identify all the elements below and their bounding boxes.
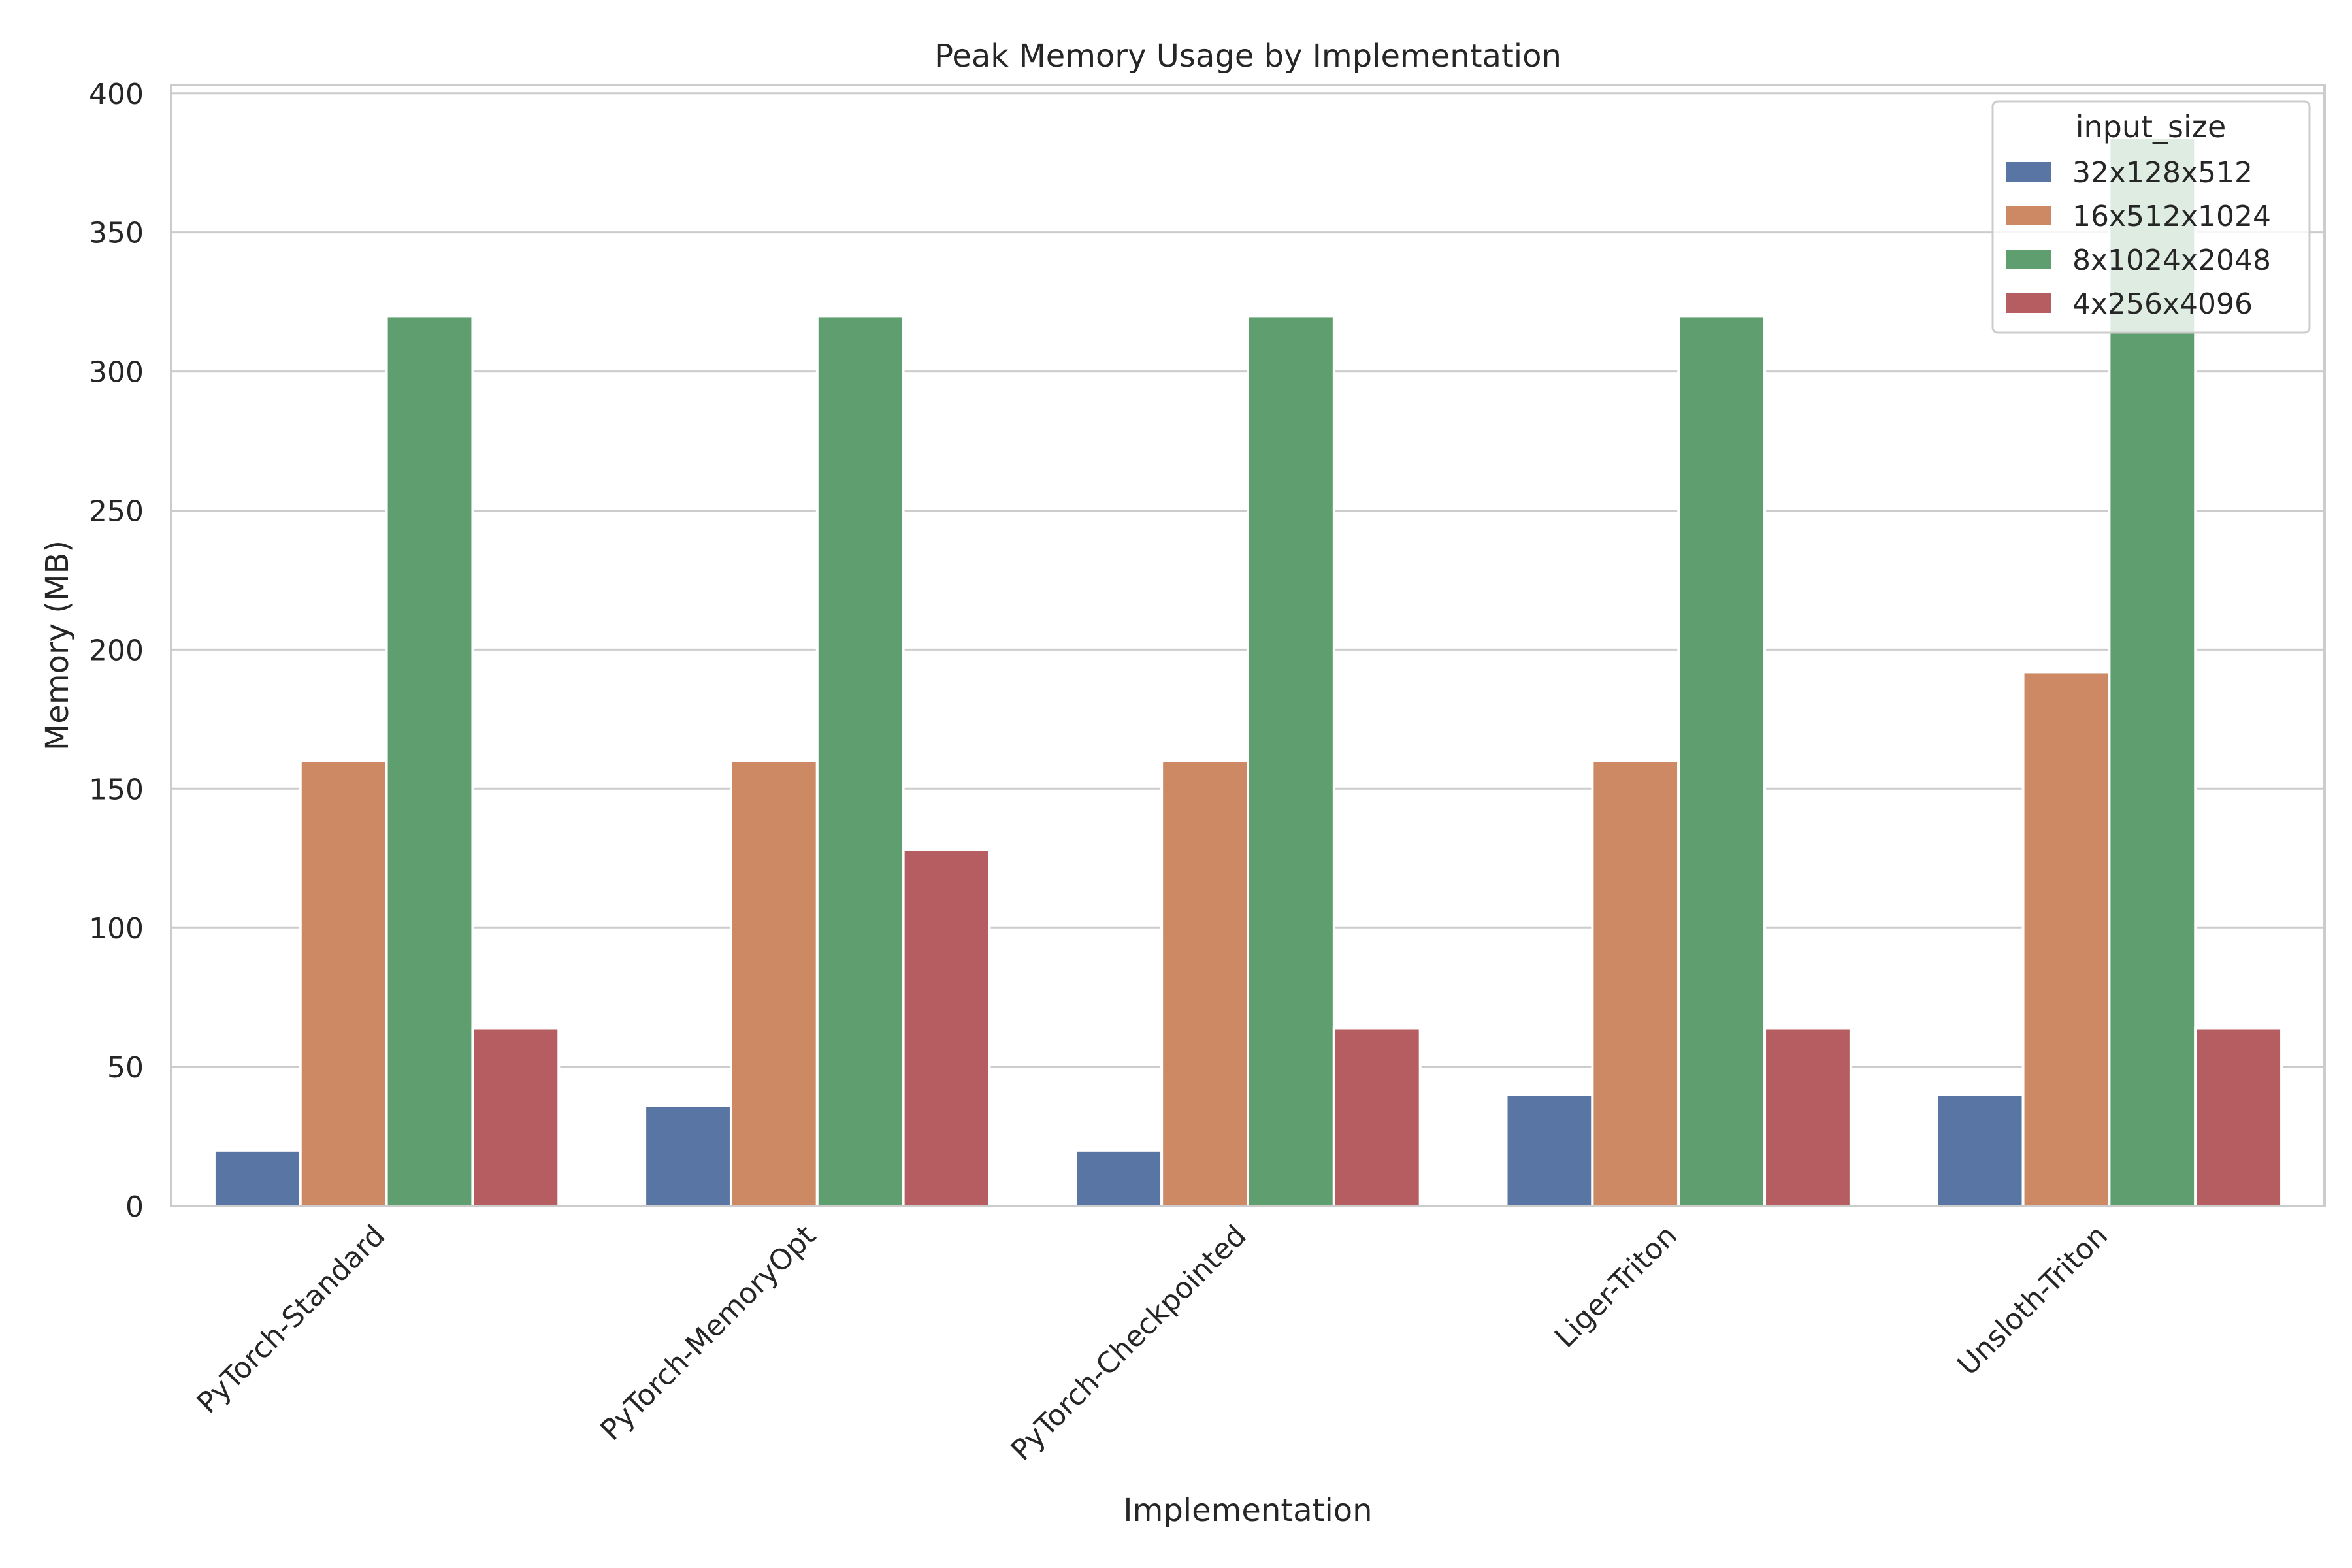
bar bbox=[471, 1026, 561, 1208]
bar bbox=[644, 1104, 732, 1208]
x-tick-label: PyTorch-Standard bbox=[191, 1219, 392, 1420]
bar bbox=[1935, 1093, 2025, 1207]
y-tick-label: 300 bbox=[89, 356, 144, 389]
bar bbox=[1074, 1149, 1164, 1208]
legend-items: 32x128x512 16x512x1024 8x1024x2048 4x256x40… bbox=[2006, 156, 2271, 321]
bar bbox=[2194, 1026, 2283, 1208]
bar bbox=[385, 314, 474, 1208]
x-tick-labels: PyTorch-Standard PyTorch-MemoryOpt PyTorch… bbox=[191, 1219, 2114, 1467]
bar bbox=[2021, 670, 2111, 1208]
bar bbox=[1591, 759, 1680, 1208]
x-tick-label: PyTorch-MemoryOpt bbox=[594, 1219, 822, 1447]
legend-swatch bbox=[2006, 250, 2051, 269]
bar bbox=[1332, 1026, 1422, 1208]
y-tick-label: 0 bbox=[125, 1190, 144, 1224]
y-tick-label: 100 bbox=[89, 912, 144, 945]
bar bbox=[1677, 314, 1767, 1208]
bar bbox=[729, 759, 819, 1208]
plot-frame bbox=[170, 84, 2326, 1207]
legend-swatch bbox=[2006, 293, 2051, 313]
legend-label: 32x128x512 bbox=[2072, 156, 2253, 189]
legend-label: 4x256x4096 bbox=[2072, 287, 2253, 321]
legend-label: 16x512x1024 bbox=[2072, 200, 2271, 233]
legend-label: 8x1024x2048 bbox=[2072, 244, 2271, 277]
legend-box bbox=[1991, 100, 2311, 334]
y-tick-labels: 0 50 100 150 200 250 300 350 400 bbox=[89, 78, 144, 1224]
y-axis-label: Memory (MB) bbox=[39, 540, 76, 751]
legend-swatch bbox=[2006, 206, 2051, 225]
bar bbox=[299, 759, 388, 1208]
x-tick-label: Liger-Triton bbox=[1548, 1219, 1684, 1354]
bar bbox=[1160, 759, 1250, 1208]
legend: input_size 32x128x512 16x512x1024 8x1024x2… bbox=[1991, 100, 2311, 334]
bar bbox=[1247, 314, 1335, 1208]
legend-swatch bbox=[2006, 162, 2051, 182]
y-tick-label: 50 bbox=[107, 1051, 144, 1085]
y-tick-label: 150 bbox=[89, 773, 144, 806]
y-tick-label: 250 bbox=[89, 495, 144, 528]
bar bbox=[212, 1149, 302, 1208]
y-tick-label: 400 bbox=[89, 78, 144, 111]
x-tick-label: Unsloth-Triton bbox=[1952, 1219, 2115, 1382]
chart-title: Peak Memory Usage by Implementation bbox=[934, 38, 1561, 74]
x-axis-label: Implementation bbox=[1123, 1492, 1372, 1529]
bar bbox=[902, 848, 991, 1208]
bar bbox=[1505, 1093, 1594, 1207]
legend-title: input_size bbox=[2076, 109, 2227, 144]
y-tick-label: 200 bbox=[89, 634, 144, 667]
bar bbox=[1763, 1026, 1852, 1208]
bars-layer bbox=[212, 136, 2283, 1208]
x-tick-label: PyTorch-Checkpointed bbox=[1005, 1219, 1253, 1467]
y-tick-label: 350 bbox=[89, 217, 144, 250]
bar bbox=[815, 314, 905, 1208]
